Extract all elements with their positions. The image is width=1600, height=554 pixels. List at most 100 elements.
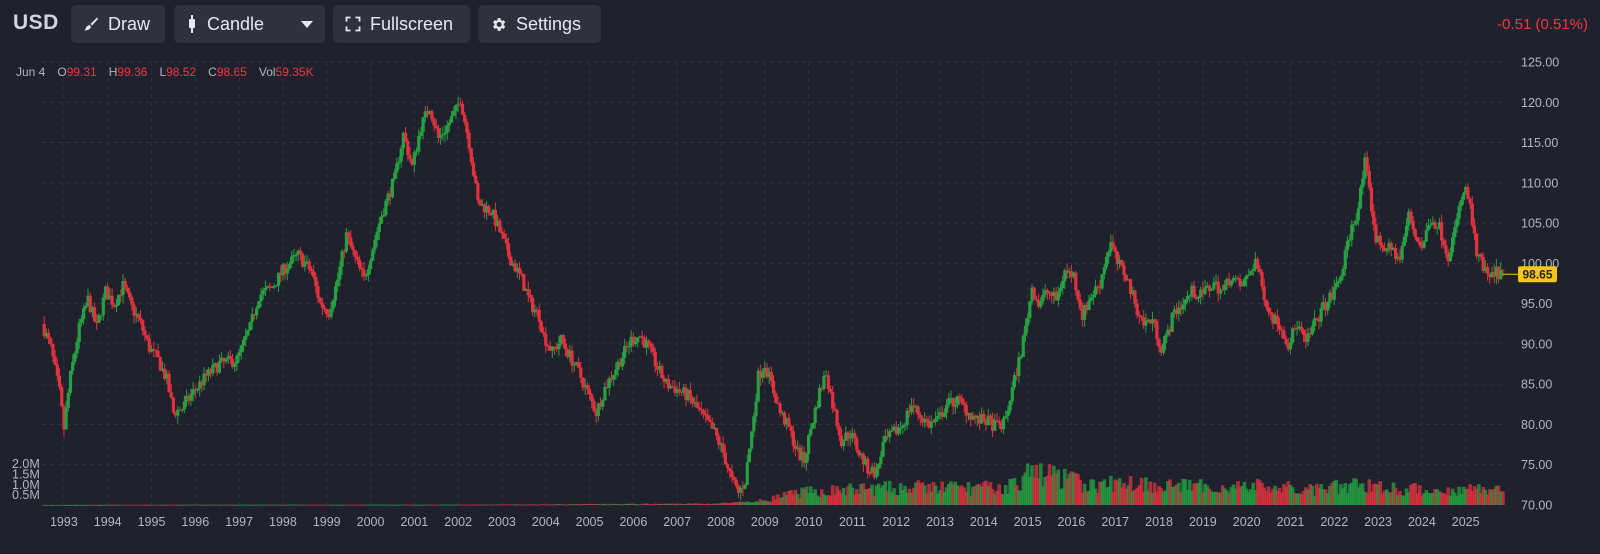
volume-bar [903, 485, 907, 505]
candle-body [951, 398, 955, 407]
candle-body [1061, 280, 1065, 289]
candle-body [644, 340, 649, 348]
candle-body [1286, 343, 1290, 350]
candle-body [975, 415, 979, 419]
candle-body [574, 362, 579, 365]
candle-body [1348, 239, 1352, 241]
volume-bar [1113, 479, 1118, 505]
volume-bar [1093, 488, 1098, 505]
time-tick-label: 2008 [707, 515, 735, 529]
candle-body [1422, 241, 1426, 248]
candle-body [1102, 267, 1106, 275]
volume-bar [344, 504, 349, 506]
volume-bar [476, 504, 480, 506]
candle-body [217, 361, 222, 373]
candle-body [1087, 300, 1091, 311]
draw-button[interactable]: Draw [71, 5, 165, 43]
volume-bar [1076, 473, 1080, 505]
volume-bar [787, 491, 791, 505]
volume-bar [138, 504, 143, 506]
candle-body [480, 204, 484, 206]
candle-body [467, 132, 471, 149]
candle-body [1376, 235, 1380, 243]
volume-bar [635, 504, 640, 506]
volume-bar [631, 503, 636, 505]
candle-body [791, 430, 795, 446]
volume-bar [1420, 495, 1424, 505]
time-tick-label: 2000 [357, 515, 385, 529]
candle-body [555, 347, 559, 350]
candle-body [1082, 305, 1087, 321]
volume-bar [664, 503, 669, 505]
volume-bar [1032, 477, 1037, 505]
candle-body [999, 423, 1003, 430]
fullscreen-button[interactable]: Fullscreen [333, 5, 470, 43]
volume-bar [362, 504, 366, 506]
candle-body [1383, 247, 1387, 252]
candle-body [686, 390, 690, 401]
candle-body [200, 381, 204, 386]
candle-body [892, 426, 896, 431]
candle-body [311, 271, 316, 277]
candle-body [390, 178, 395, 198]
candle-body [49, 338, 53, 344]
volume-bar [1087, 490, 1091, 505]
candle-body [1415, 236, 1420, 242]
volume-bar [1323, 489, 1328, 505]
candle-body [612, 375, 616, 380]
last-price-label: 98.65 [1522, 268, 1552, 282]
volume-bar [642, 503, 647, 505]
candle-body [820, 388, 824, 390]
volume-bar [1479, 492, 1483, 505]
candle-body [1063, 270, 1067, 281]
volume-bar [756, 501, 761, 505]
candle-body [353, 250, 357, 257]
candle-body [1192, 285, 1196, 298]
chart-type-dropdown[interactable]: Candle [174, 5, 325, 43]
volume-bar [876, 483, 881, 505]
volume-bar [403, 504, 408, 506]
volume-bar [366, 504, 371, 506]
volume-bar [349, 504, 353, 506]
volume-bar [592, 503, 596, 505]
candle-body [745, 462, 749, 485]
candle-body [916, 406, 920, 415]
volume-bar [99, 504, 103, 506]
candle-body [723, 452, 727, 465]
volume-bar [894, 495, 899, 505]
volume-bar [1028, 476, 1032, 505]
candle-body [1161, 343, 1166, 353]
volume-bar [441, 504, 445, 506]
candle-body [1249, 271, 1253, 275]
volume-bar [296, 504, 301, 506]
price-tick-label: 85.00 [1521, 378, 1552, 392]
volume-bar [246, 504, 250, 506]
candle-body [763, 367, 767, 373]
volume-bar [1157, 486, 1161, 505]
candle-body [1464, 186, 1468, 194]
candle-body [833, 408, 837, 411]
volume-bar [668, 504, 673, 505]
volume-bar [782, 491, 787, 505]
candle-body [695, 402, 699, 408]
candle-body [1238, 279, 1242, 287]
candle-body [1280, 329, 1284, 331]
candle-body [1229, 280, 1233, 286]
candle-body [1433, 222, 1437, 229]
candle-body [250, 314, 254, 322]
candle-body [500, 231, 504, 234]
candle-body [1453, 227, 1457, 238]
settings-button[interactable]: Settings [478, 5, 601, 43]
volume-bar [401, 504, 406, 506]
volume-bar [241, 504, 246, 506]
volume-bar [425, 504, 430, 506]
volume-bar [55, 504, 60, 506]
volume-bar [1501, 491, 1505, 505]
candle-body [316, 286, 320, 298]
volume-bar [487, 504, 491, 506]
candle-body [182, 401, 186, 410]
candle-body [758, 370, 763, 378]
candle-body [1271, 314, 1275, 324]
volume-bar [1472, 486, 1477, 505]
